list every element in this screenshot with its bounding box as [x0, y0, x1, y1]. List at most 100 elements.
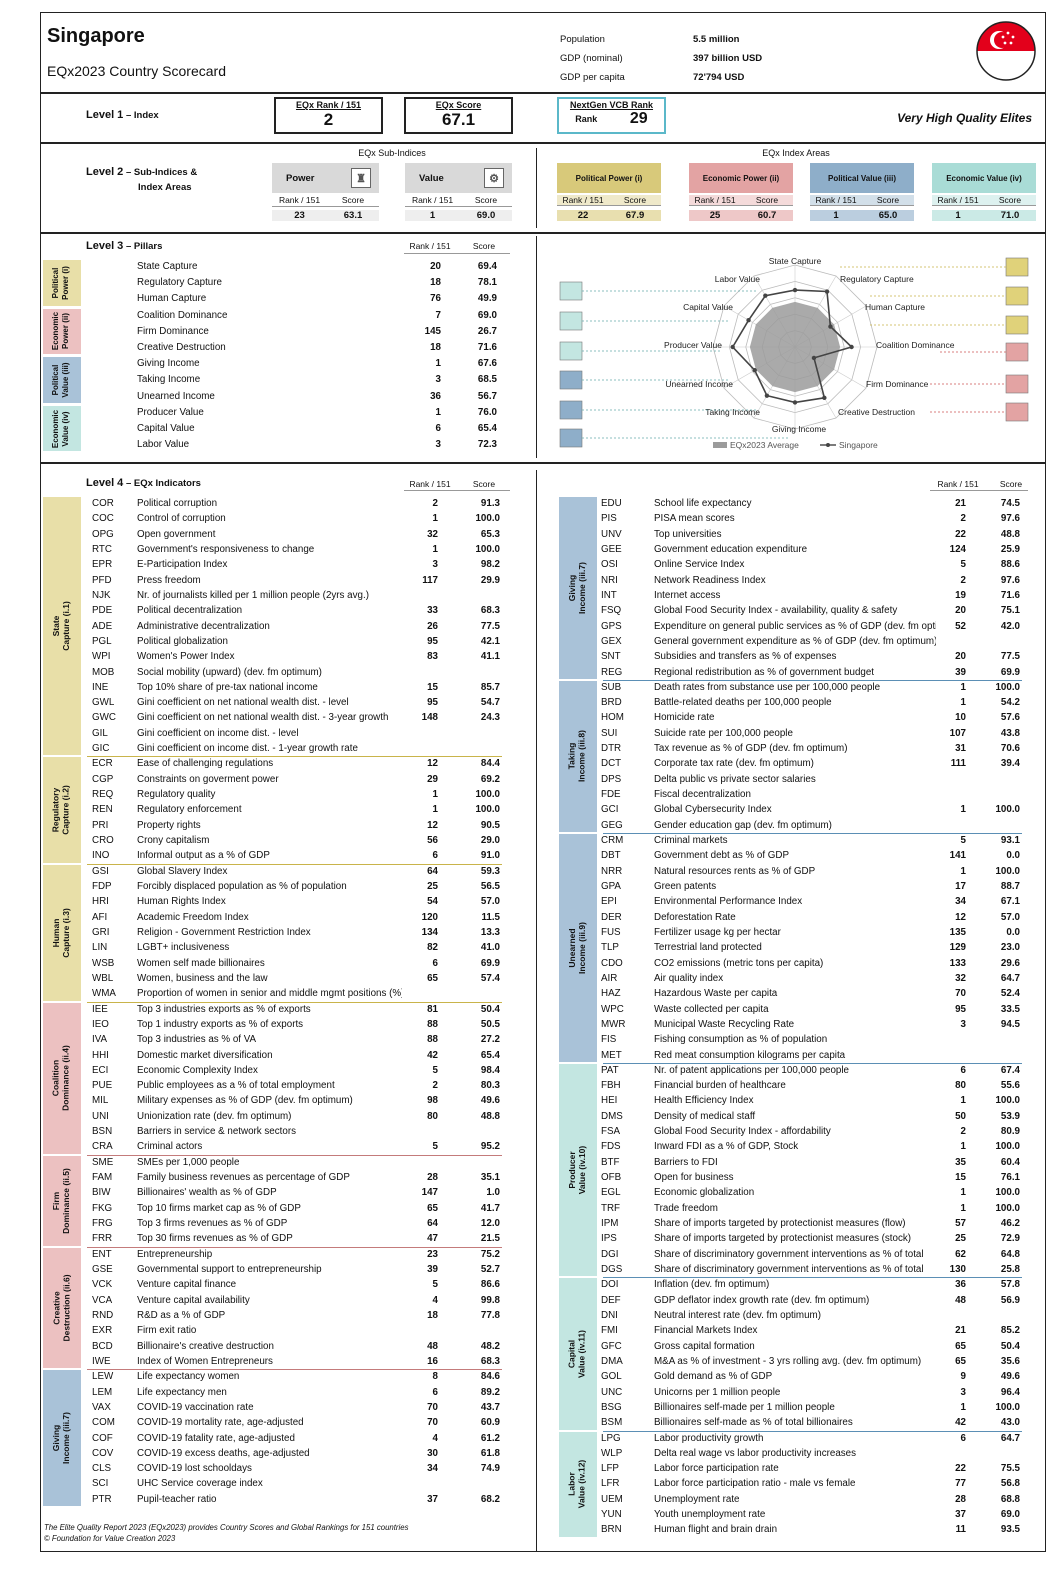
indicator-name: COVID-19 mortality rate, age-adjusted — [137, 1417, 304, 1429]
indicator-name: Youth unemployment rate — [654, 1509, 766, 1521]
indicator-score: 49.6 — [1000, 1371, 1020, 1383]
indicator-row: ECR Ease of challenging regulations 12 84.4 — [92, 756, 502, 771]
indicator-rank: 6 — [960, 1432, 966, 1444]
indicator-score: 100.0 — [475, 789, 500, 801]
indicator-row: GEE Government education expenditure 124 25… — [601, 542, 1022, 557]
indicator-rank: 19 — [955, 589, 966, 601]
indicator-group-band — [43, 864, 81, 1001]
indicator-row: PRI Property rights 12 90.5 — [92, 818, 502, 833]
footer-line1: The Elite Quality Report 2023 (EQx2023) … — [44, 1523, 409, 1532]
indicator-row: COC Control of corruption 1 100.0 — [92, 511, 502, 526]
nextgen-rank-box: NextGen VCB Rank Rank 29 — [557, 97, 666, 134]
indicator-rank: 1 — [960, 1141, 966, 1153]
indicator-rank: 9 — [960, 1371, 966, 1383]
pillar-rank: 6 — [435, 423, 441, 434]
indicator-name: Pupil-teacher ratio — [137, 1493, 217, 1505]
indicator-score: 85.7 — [480, 681, 500, 693]
pillar-rank: 3 — [435, 374, 441, 386]
pillar-score: 76.0 — [477, 406, 497, 418]
index-area-col-headers: Rank / 151 Score — [810, 195, 914, 206]
pillar-score: 71.6 — [477, 342, 497, 353]
indicator-rank: 31 — [955, 743, 966, 755]
pillar-band-label: Economic Power (ii) — [50, 312, 70, 351]
indicator-row: IEO Top 1 industry exports as % of export… — [92, 1017, 502, 1032]
pillar-band-label: Political Value (iii) — [50, 362, 70, 398]
indicator-rank: 1 — [960, 865, 966, 877]
indicator-rank: 70 — [427, 1401, 438, 1413]
indicator-code: EDU — [601, 498, 622, 509]
radar-country-point — [764, 393, 770, 398]
indicator-row: RTC Government's responsiveness to change… — [92, 542, 502, 557]
indicator-score: 52.7 — [480, 1264, 500, 1275]
indicator-score: 46.2 — [1000, 1218, 1020, 1230]
indicator-code: ENT — [92, 1248, 112, 1260]
pillar-name: State Capture — [137, 261, 198, 272]
indicator-code: BSG — [601, 1401, 622, 1413]
indicator-name: Barriers to FDI — [654, 1156, 718, 1168]
indicator-row: DBT Government debt as % of GDP 141 0.0 — [601, 848, 1022, 863]
indicator-row: DEF GDP deflator index growth rate (dev. … — [601, 1293, 1022, 1308]
indicator-row: GSI Global Slavery Index 64 59.3 — [92, 864, 502, 879]
indicator-name: Women, business and the law — [137, 972, 268, 984]
indicator-code: GEE — [601, 543, 622, 555]
indicator-code: VAX — [92, 1401, 111, 1413]
indicator-row: PGL Political globalization 95 42.1 — [92, 634, 502, 649]
indicator-row: FKG Top 10 firms market cap as % of GDP 65… — [92, 1201, 502, 1216]
indicator-rank: 30 — [427, 1447, 438, 1459]
indicator-row: GPS Expenditure on general public service… — [601, 619, 1022, 634]
indicator-rank: 15 — [427, 681, 438, 693]
indicator-code: DOI — [601, 1279, 619, 1291]
indicator-rank: 65 — [427, 972, 438, 984]
pillar-band — [43, 260, 81, 306]
indicator-score: 48.2 — [480, 1340, 500, 1352]
indicator-group-band — [43, 757, 81, 863]
group-separator — [87, 1246, 502, 1248]
indicator-row: PDE Political decentralization 33 68.3 — [92, 603, 502, 618]
pillar-score: 67.6 — [477, 358, 497, 370]
level4-left-rank-header: Rank / 151 — [409, 479, 451, 489]
indicator-row: FDE Fiscal decentralization — [601, 787, 1022, 802]
indicator-score: 69.9 — [1000, 666, 1020, 678]
indicator-rank: 35 — [955, 1156, 966, 1168]
indicator-row: DPS Delta public vs private sector salari… — [601, 772, 1022, 787]
indicator-name: Family business revenues as percentage o… — [137, 1172, 350, 1184]
indicator-name: Municipal Waste Recycling Rate — [654, 1018, 795, 1030]
pillar-row: Human Capture 76 49.9 — [137, 291, 507, 306]
indicator-row: EXR Firm exit ratio — [92, 1323, 502, 1338]
radar-axis-label: Capital Value — [683, 302, 733, 312]
indicator-score: 75.1 — [1000, 605, 1020, 617]
indicator-code: ECR — [92, 758, 113, 770]
legend-average-label: EQx2023 Average — [730, 440, 799, 450]
level3-rank-header: Rank / 151 — [409, 241, 451, 251]
indicator-rank: 65 — [427, 1202, 438, 1214]
score-col-header: Score — [998, 195, 1022, 205]
indicator-name: Neutral interest rate (dev. fm optimum) — [654, 1309, 821, 1321]
indicator-row: OPG Open government 32 65.3 — [92, 527, 502, 542]
sub-index-value: Value ⚙ — [405, 163, 512, 193]
index-areas-title: EQx Index Areas — [762, 148, 830, 158]
pillar-band-label: Economic Value (iv) — [50, 409, 70, 448]
indicator-name: Share of imports targeted by protectioni… — [654, 1233, 912, 1245]
indicator-score: 94.5 — [1000, 1018, 1020, 1030]
indicator-code: DMA — [601, 1355, 623, 1367]
indicator-rank: 64 — [427, 1218, 438, 1230]
indicator-rank: 39 — [427, 1264, 438, 1275]
indicator-name: Press freedom — [137, 574, 201, 586]
indicator-row: REQ Regulatory quality 1 100.0 — [92, 787, 502, 802]
indicator-rank: 37 — [427, 1493, 438, 1505]
indicator-rank: 48 — [955, 1294, 966, 1306]
indicator-row: COR Political corruption 2 91.3 — [92, 496, 502, 511]
indicator-rank: 16 — [427, 1355, 438, 1367]
indicator-code: PFD — [92, 574, 112, 586]
indicator-name: Barriers in service & network sectors — [137, 1126, 296, 1138]
indicator-rank: 117 — [422, 574, 438, 586]
indicator-name: Political decentralization — [137, 605, 243, 617]
indicator-rank: 141 — [949, 850, 966, 862]
radar-average-area — [749, 301, 841, 393]
indicator-rank: 42 — [427, 1049, 438, 1061]
pillar-score: 26.7 — [477, 325, 497, 337]
indicator-rank: 57 — [955, 1218, 966, 1230]
indicator-row: BCD Billionaire's creative destruction 48 4… — [92, 1339, 502, 1354]
score-value: 65.0 — [878, 210, 898, 221]
indicator-score: 55.6 — [1000, 1080, 1020, 1092]
